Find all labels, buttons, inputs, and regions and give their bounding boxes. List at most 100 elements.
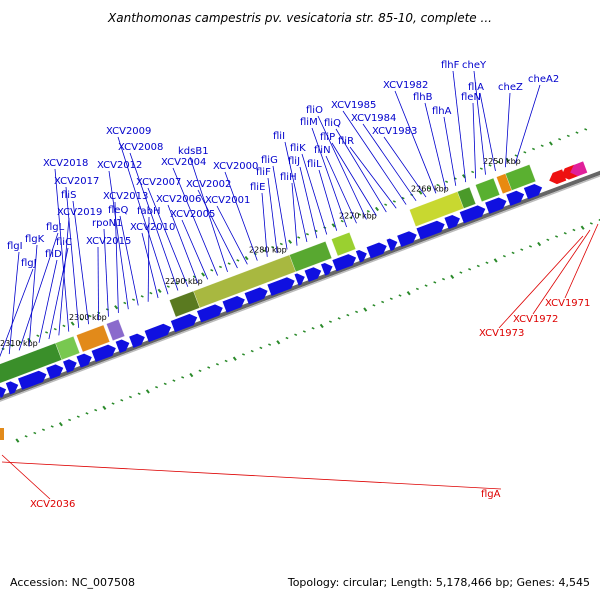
feature-block [457, 186, 476, 209]
guide-upper-dot [532, 147, 536, 151]
gene-label-fliM[interactable]: fliM [300, 117, 318, 128]
guide-upper-dot [166, 285, 170, 288]
gene-label-fliO[interactable]: fliO [306, 105, 323, 116]
gene-label-fliI[interactable]: fliI [273, 131, 285, 142]
guide-upper-dot [123, 301, 127, 305]
feature-block [289, 241, 332, 272]
gene-label-XCV2012[interactable]: XCV2012 [97, 160, 142, 171]
guide-lower-dot [128, 395, 132, 399]
guide-lower-dot [181, 376, 185, 379]
guide-lower-dot [189, 372, 194, 378]
gene-label-XCV2005[interactable]: XCV2005 [170, 209, 215, 220]
gene-label-XCV2007[interactable]: XCV2007 [136, 177, 181, 188]
guide-upper-dot [558, 137, 562, 141]
gene-label-XCV1983[interactable]: XCV1983 [372, 126, 417, 137]
gene-label-flhA[interactable]: flhA [432, 106, 452, 117]
gene-label-XCV2019[interactable]: XCV2019 [57, 207, 102, 218]
gene-label-fliJ[interactable]: fliJ [288, 156, 300, 167]
guide-lower-dot [68, 418, 72, 422]
gene-label-flgL[interactable]: flgL [46, 222, 65, 233]
gene-label-fliP[interactable]: fliP [320, 132, 335, 143]
guide-upper-dot [505, 157, 510, 163]
reverse-gene-arrow [570, 161, 588, 177]
gene-label-fliR[interactable]: fliR [338, 136, 354, 147]
gene-label-XCV1972[interactable]: XCV1972 [513, 314, 558, 325]
guide-lower-dot [94, 408, 98, 412]
gene-label-XCV2000[interactable]: XCV2000 [213, 161, 258, 172]
guide-lower-dot [120, 399, 124, 402]
guide-lower-dot [520, 248, 524, 251]
gene-label-fliK[interactable]: fliK [290, 143, 306, 154]
gene-label-XCV2002[interactable]: XCV2002 [186, 179, 231, 190]
gene-label-fliN[interactable]: fliN [314, 145, 331, 156]
gene-label-fliH[interactable]: fliH [280, 172, 297, 183]
guide-lower-dot [163, 382, 167, 386]
forward-gene-arrow [459, 205, 486, 224]
gene-label-rpoN1[interactable]: rpoN1 [92, 218, 122, 229]
feature-block [475, 177, 500, 202]
guide-upper-dot [79, 318, 83, 321]
gene-label-fliC[interactable]: fliC [56, 237, 72, 248]
label-leader [97, 246, 99, 321]
gene-label-XCV2017[interactable]: XCV2017 [54, 176, 99, 187]
gene-label-XCV2001[interactable]: XCV2001 [205, 195, 250, 206]
gene-label-cheZ[interactable]: cheZ [498, 82, 523, 93]
guide-upper-dot [331, 223, 336, 228]
guide-upper-dot [497, 160, 501, 164]
gene-label-flhB[interactable]: flhB [413, 92, 433, 103]
gene-label-cheY[interactable]: cheY [462, 60, 487, 71]
gene-label-fliE[interactable]: fliE [250, 182, 265, 193]
gene-label-fleQ[interactable]: fleQ [108, 205, 128, 216]
label-leader [473, 70, 486, 175]
guide-lower-dot [102, 405, 107, 411]
gene-label-flgA[interactable]: flgA [481, 489, 501, 500]
gene-label-XCV1973[interactable]: XCV1973 [479, 328, 524, 339]
gene-label-kdsB1[interactable]: kdsB1 [178, 146, 209, 157]
gene-label-flgI[interactable]: flgI [7, 241, 23, 252]
gene-label-fleN[interactable]: fleN [461, 92, 481, 103]
gene-label-fliG[interactable]: fliG [261, 155, 278, 166]
backbone-shadow [0, 175, 600, 402]
gene-label-XCV2008[interactable]: XCV2008 [118, 142, 163, 153]
gene-label-XCV1984[interactable]: XCV1984 [351, 113, 396, 124]
forward-gene-arrow [18, 370, 47, 390]
gene-label-XCV2006[interactable]: XCV2006 [156, 194, 201, 205]
label-leader [284, 141, 308, 243]
gene-label-fliS[interactable]: fliS [61, 190, 76, 201]
gene-label-fabH[interactable]: fabH [137, 206, 161, 217]
guide-upper-dot [384, 203, 388, 206]
guide-lower-dot [468, 268, 472, 271]
label-leader [54, 168, 70, 332]
gene-label-XCV2015[interactable]: XCV2015 [86, 236, 131, 247]
gene-label-XCV2010[interactable]: XCV2010 [130, 222, 175, 233]
gene-label-fliL[interactable]: fliL [307, 159, 322, 170]
gene-label-XCV1971[interactable]: XCV1971 [545, 298, 590, 309]
gene-label-XCV2009[interactable]: XCV2009 [106, 126, 151, 137]
gene-label-XCV2013[interactable]: XCV2013 [103, 191, 148, 202]
gene-label-fliD[interactable]: fliD [45, 249, 62, 260]
feature-block [76, 324, 110, 353]
gene-label-XCV1985[interactable]: XCV1985 [331, 100, 376, 111]
gene-label-XCV2004[interactable]: XCV2004 [161, 157, 206, 168]
forward-gene-arrow [386, 238, 398, 251]
forward-gene-arrow [355, 250, 367, 263]
guide-lower-dot [302, 330, 306, 333]
gene-label-fliF[interactable]: fliF [256, 167, 271, 178]
guide-lower-dot [406, 291, 411, 296]
gene-label-flgK[interactable]: flgK [25, 234, 45, 245]
gene-label-XCV2036[interactable]: XCV2036 [30, 499, 75, 510]
accession-text: Accession: NC_007508 [10, 576, 135, 589]
gene-label-fliQ[interactable]: fliQ [324, 118, 341, 129]
guide-lower-dot [389, 297, 393, 300]
gene-label-XCV2018[interactable]: XCV2018 [43, 158, 88, 169]
gene-label-cheA2[interactable]: cheA2 [528, 74, 559, 85]
guide-lower-dot [241, 353, 246, 356]
guide-upper-dot [36, 334, 40, 337]
gene-label-flgJ[interactable]: flgJ [21, 258, 37, 269]
gene-label-flhF[interactable]: flhF [441, 60, 460, 71]
guide-lower-dot [58, 422, 63, 427]
guide-upper-dot [262, 249, 266, 252]
label-leader [147, 216, 150, 302]
gene-label-XCV1982[interactable]: XCV1982 [383, 80, 428, 91]
guide-upper-dot [53, 327, 57, 331]
